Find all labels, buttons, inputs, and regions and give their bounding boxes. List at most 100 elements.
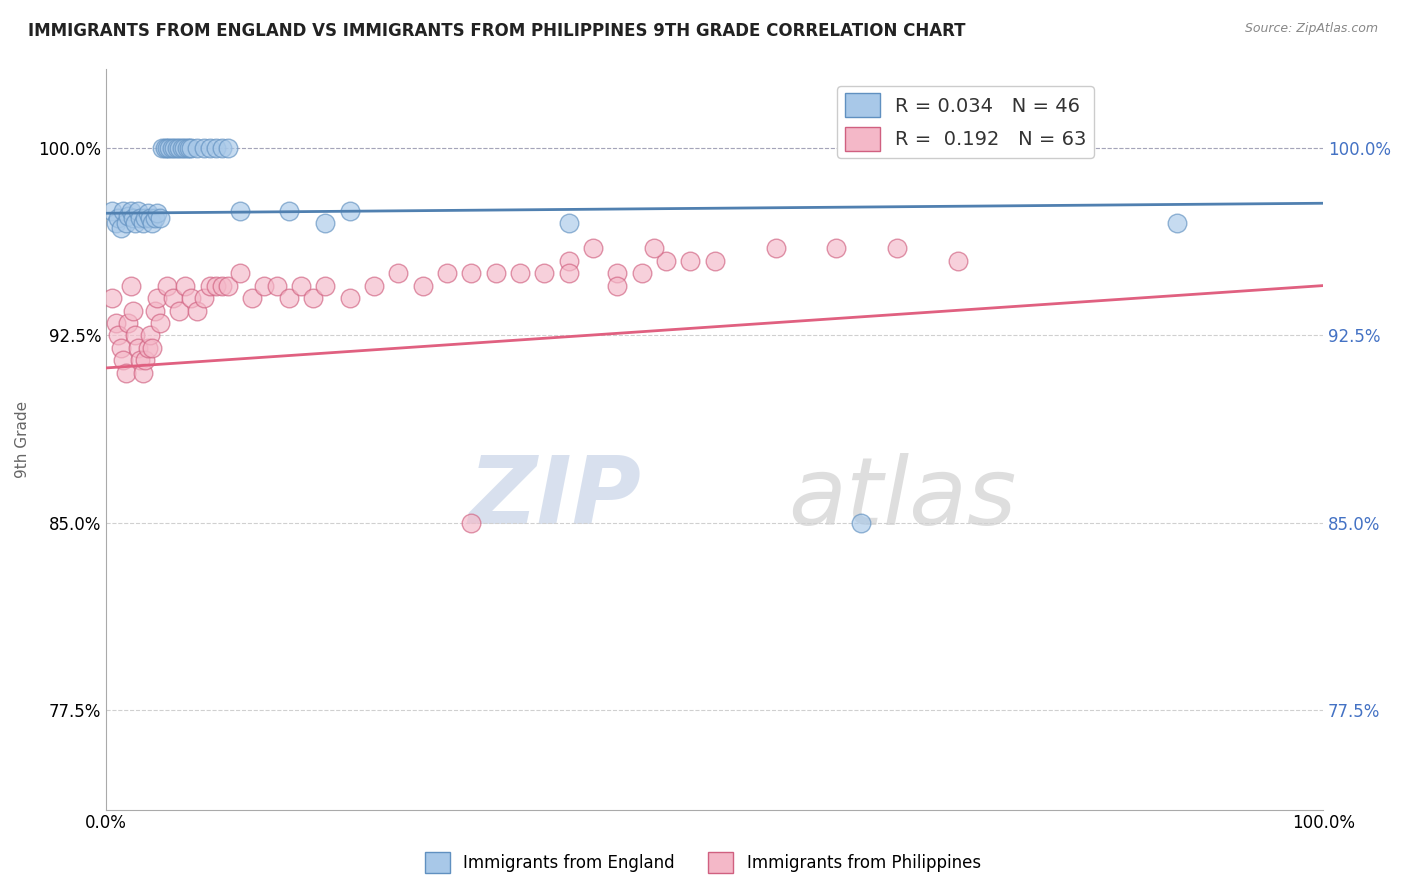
Point [387,266,409,280]
Point [170,141,193,155]
Point [134,353,156,368]
Point [240,291,263,305]
Point [117,316,139,330]
Point [533,266,555,280]
Text: ZIP: ZIP [468,452,641,544]
Point [509,266,531,280]
Point [160,141,183,155]
Point [120,203,142,218]
Point [110,221,132,235]
Point [825,241,848,255]
Point [886,241,908,255]
Text: atlas: atlas [787,453,1017,544]
Point [131,366,153,380]
Text: IMMIGRANTS FROM ENGLAND VS IMMIGRANTS FROM PHILIPPINES 9TH GRADE CORRELATION CHA: IMMIGRANTS FROM ENGLAND VS IMMIGRANTS FR… [28,22,966,40]
Point [104,316,127,330]
Point [204,141,226,155]
Point [159,141,181,155]
Point [104,216,127,230]
Point [277,291,299,305]
Point [149,211,172,226]
Point [146,206,169,220]
Point [314,216,336,230]
Point [156,278,179,293]
Point [173,141,195,155]
Point [124,216,146,230]
Point [277,203,299,218]
Point [114,366,136,380]
Point [217,278,239,293]
Point [655,253,678,268]
Point [339,203,361,218]
Point [146,291,169,305]
Point [122,303,145,318]
Point [460,516,482,530]
Point [198,141,221,155]
Legend: R = 0.034   N = 46, R =  0.192   N = 63: R = 0.034 N = 46, R = 0.192 N = 63 [837,86,1094,159]
Point [606,278,628,293]
Point [643,241,665,255]
Point [143,211,166,226]
Point [211,278,233,293]
Point [679,253,702,268]
Point [167,141,190,155]
Point [217,141,239,155]
Point [436,266,458,280]
Point [101,291,124,305]
Point [174,278,197,293]
Point [198,278,221,293]
Point [211,141,233,155]
Point [363,278,385,293]
Point [141,216,163,230]
Point [131,216,153,230]
Point [162,291,184,305]
Point [143,303,166,318]
Point [1166,216,1188,230]
Point [849,516,872,530]
Point [166,141,188,155]
Point [167,303,190,318]
Point [114,216,136,230]
Y-axis label: 9th Grade: 9th Grade [15,401,30,477]
Point [180,141,202,155]
Point [314,278,336,293]
Point [134,211,156,226]
Point [122,211,145,226]
Point [253,278,276,293]
Point [229,266,252,280]
Point [946,253,969,268]
Point [630,266,652,280]
Point [153,141,176,155]
Point [117,209,139,223]
Point [139,211,162,226]
Point [124,328,146,343]
Point [176,141,198,155]
Point [101,203,124,218]
Point [557,216,579,230]
Point [339,291,361,305]
Point [266,278,288,293]
Text: Source: ZipAtlas.com: Source: ZipAtlas.com [1244,22,1378,36]
Point [139,328,162,343]
Point [765,241,787,255]
Point [149,316,172,330]
Point [582,241,605,255]
Point [127,341,149,355]
Point [557,266,579,280]
Point [112,353,135,368]
Point [229,203,252,218]
Point [129,211,152,226]
Point [141,341,163,355]
Point [193,141,215,155]
Point [150,141,173,155]
Point [204,278,226,293]
Point [136,341,159,355]
Point [290,278,312,293]
Point [485,266,508,280]
Point [156,141,179,155]
Point [606,266,628,280]
Point [112,203,135,218]
Point [412,278,434,293]
Point [460,266,482,280]
Point [177,141,200,155]
